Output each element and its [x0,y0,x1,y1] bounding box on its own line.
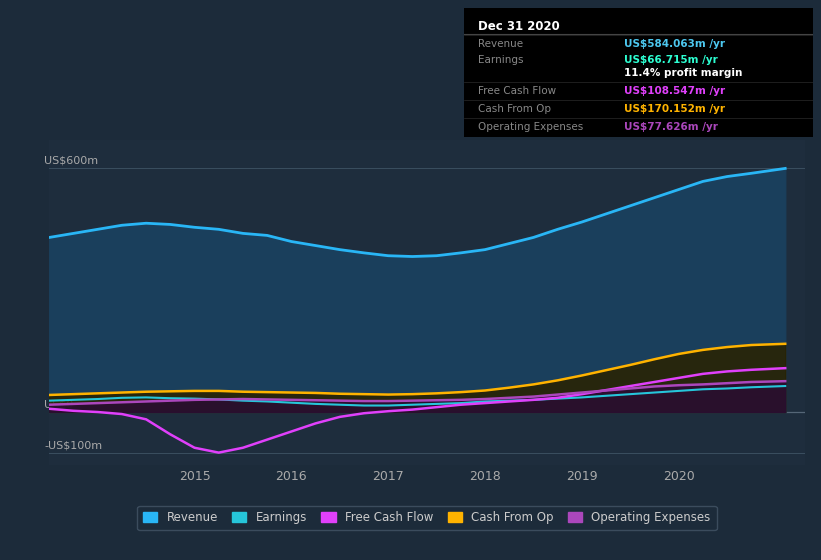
Text: Free Cash Flow: Free Cash Flow [478,86,556,96]
Text: -US$100m: -US$100m [44,441,103,451]
Text: Cash From Op: Cash From Op [478,104,551,114]
Text: US$77.626m /yr: US$77.626m /yr [624,122,718,132]
Text: Revenue: Revenue [478,39,523,49]
Text: Earnings: Earnings [478,55,523,65]
Text: US$600m: US$600m [44,155,99,165]
Text: 11.4% profit margin: 11.4% profit margin [624,68,743,78]
Text: US$108.547m /yr: US$108.547m /yr [624,86,726,96]
Text: US$0: US$0 [44,400,74,410]
Legend: Revenue, Earnings, Free Cash Flow, Cash From Op, Operating Expenses: Revenue, Earnings, Free Cash Flow, Cash … [137,506,717,530]
Text: Dec 31 2020: Dec 31 2020 [478,20,560,33]
Text: Operating Expenses: Operating Expenses [478,122,583,132]
Text: US$66.715m /yr: US$66.715m /yr [624,55,718,65]
Text: US$170.152m /yr: US$170.152m /yr [624,104,726,114]
Text: US$584.063m /yr: US$584.063m /yr [624,39,726,49]
